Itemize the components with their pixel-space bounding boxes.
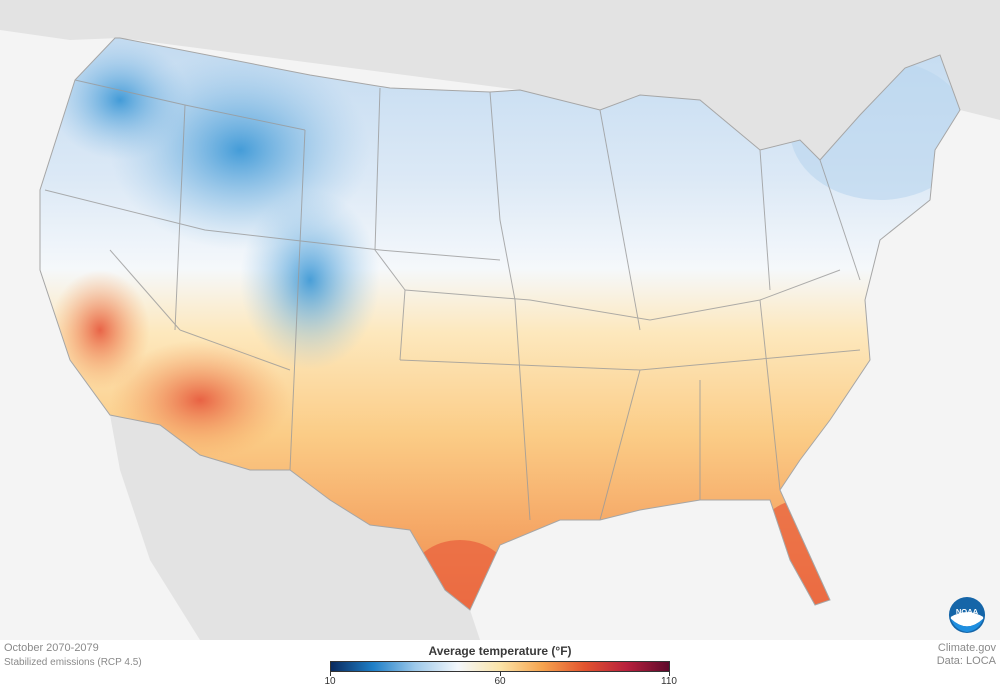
legend-color-bar xyxy=(330,661,670,672)
state-borders xyxy=(44,79,861,521)
noaa-logo-text: NOAA xyxy=(956,607,979,616)
data-source-label: Data: LOCA xyxy=(936,655,996,667)
temperature-map xyxy=(0,0,1000,640)
us-outline xyxy=(39,37,961,611)
mexico-landmass xyxy=(110,415,480,640)
legend-tick-mark-min xyxy=(330,672,331,676)
legend-tick-mark-mid xyxy=(500,672,501,676)
legend-tick-mid: 60 xyxy=(494,676,506,687)
scenario-label: Stabilized emissions (RCP 4.5) xyxy=(4,657,142,668)
legend-tick-min: 10 xyxy=(324,676,336,687)
legend-title: Average temperature (°F) xyxy=(428,644,572,658)
legend-tick-max: 110 xyxy=(661,676,677,687)
noaa-logo-icon[interactable]: NOAA xyxy=(948,596,986,634)
canada-landmass xyxy=(0,0,1000,160)
period-label: October 2070-2079 xyxy=(4,642,99,654)
legend-tick-mark-max xyxy=(669,672,670,676)
source-site-link[interactable]: Climate.gov xyxy=(937,642,996,654)
